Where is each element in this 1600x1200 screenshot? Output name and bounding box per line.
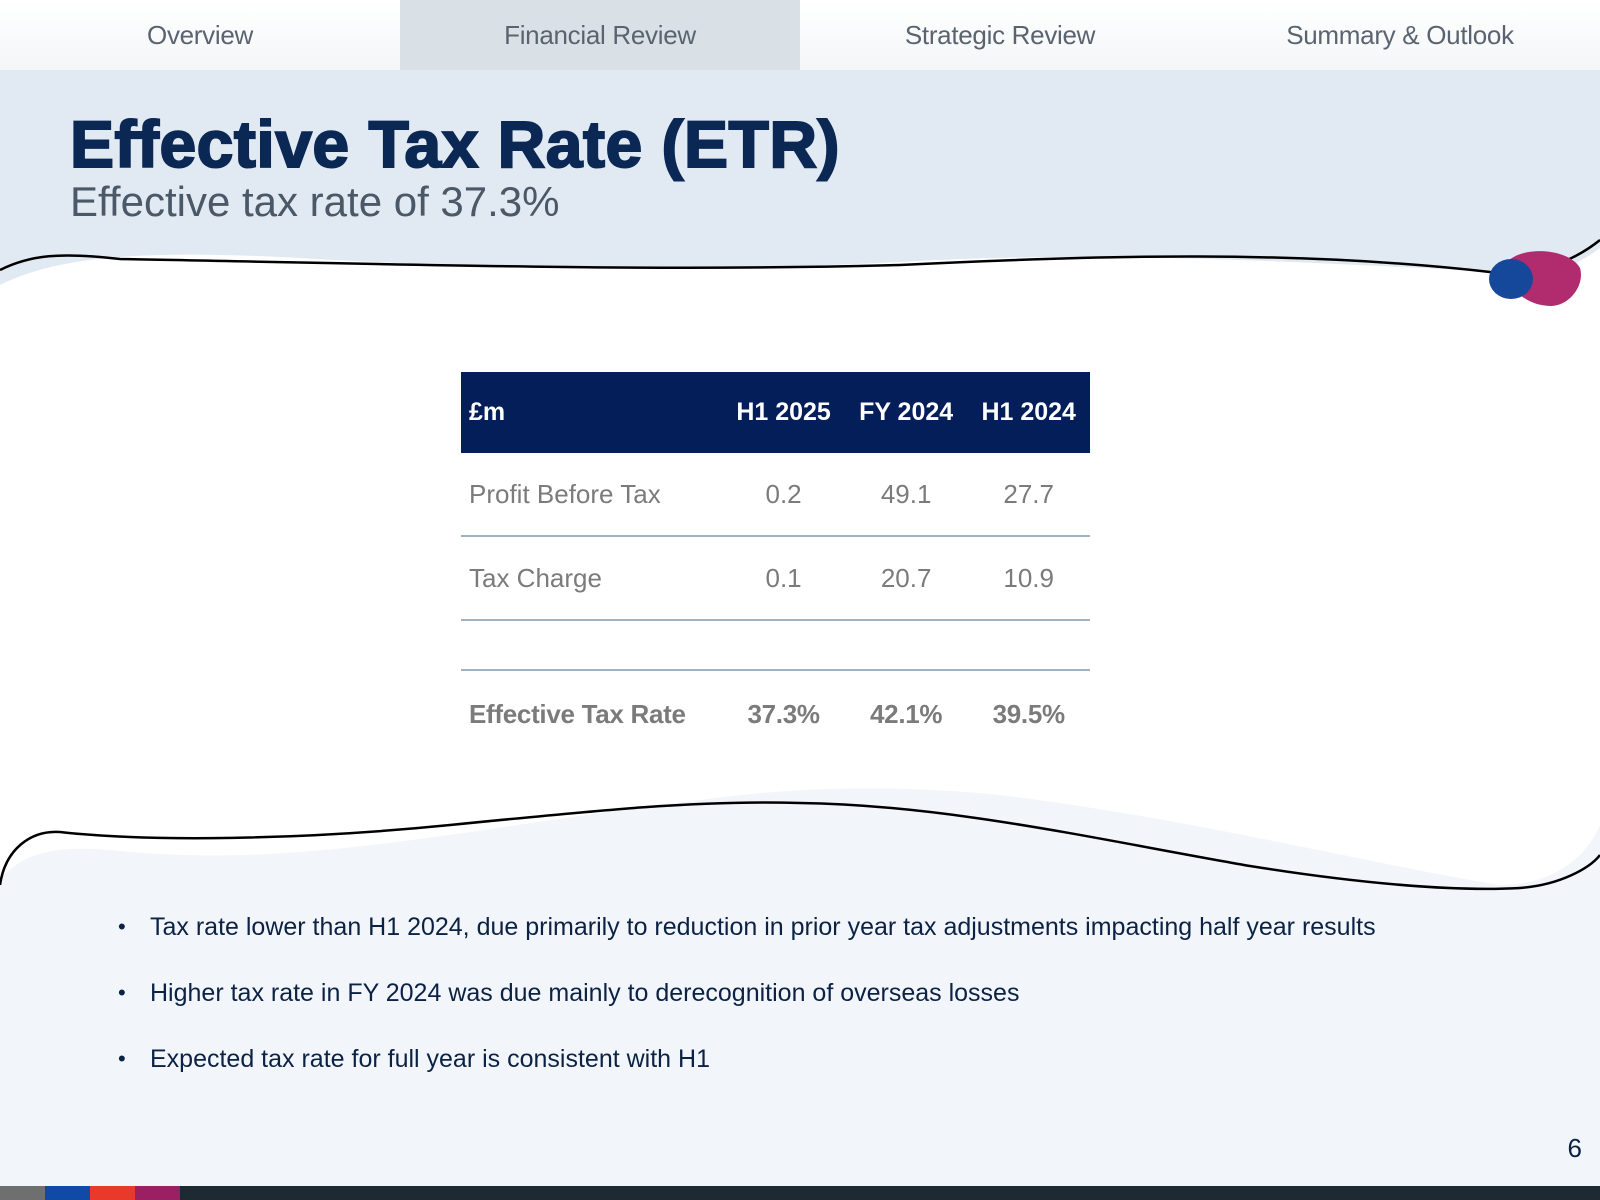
list-item: Higher tax rate in FY 2024 was due mainl… <box>118 978 1376 1044</box>
list-item: Tax rate lower than H1 2024, due primari… <box>118 912 1376 978</box>
spacer-cell <box>722 620 845 671</box>
footer-colour-bar <box>0 1186 1600 1200</box>
nav-tab-financial-review[interactable]: Financial Review <box>400 0 800 70</box>
row-value: 0.1 <box>722 536 845 621</box>
row-label: Profit Before Tax <box>461 453 723 537</box>
header-wave-line <box>0 239 1600 274</box>
footer-segment-blue <box>45 1186 90 1200</box>
commentary-list: Tax rate lower than H1 2024, due primari… <box>118 912 1376 1110</box>
page-number: 6 <box>1567 1133 1582 1163</box>
row-value: 49.1 <box>844 453 968 537</box>
footer-segment-red <box>90 1186 135 1200</box>
header-band-shape <box>0 70 1600 285</box>
spacer-cell <box>844 620 968 671</box>
spacer-cell <box>967 620 1090 671</box>
table-header-h1-2024: H1 2024 <box>981 398 1076 426</box>
table-header-h1-2025: H1 2025 <box>736 398 831 426</box>
page-subtitle: Effective tax rate of 37.3% <box>70 178 560 225</box>
total-label: Effective Tax Rate <box>469 698 686 729</box>
row-value: 27.7 <box>967 453 1090 537</box>
blue-blob <box>1489 259 1533 299</box>
row-value: 20.7 <box>844 536 968 621</box>
total-value: 37.3% <box>747 698 820 729</box>
table-row: Tax Charge 0.1 20.7 10.9 <box>461 536 1090 621</box>
footer-segment-magenta <box>135 1186 180 1200</box>
footer-segment-grey <box>0 1186 45 1200</box>
table-header-fy-2024: FY 2024 <box>859 398 954 426</box>
list-item: Expected tax rate for full year is consi… <box>118 1044 1376 1110</box>
table-spacer-row <box>461 620 1090 671</box>
top-navigation: Overview Financial Review Strategic Revi… <box>0 0 1600 70</box>
row-value: 0.2 <box>722 453 845 537</box>
table-total-row: Effective Tax Rate 37.3% 42.1% 39.5% <box>461 670 1090 757</box>
table-row: Profit Before Tax 0.2 49.1 27.7 <box>461 453 1090 537</box>
nav-tab-overview[interactable]: Overview <box>147 19 253 50</box>
etr-table: £m H1 2025 FY 2024 H1 2024 Profit Before… <box>461 372 1090 757</box>
footer-wave-line <box>0 801 1600 891</box>
table-header-currency: £m <box>469 398 506 426</box>
row-value: 10.9 <box>967 536 1090 621</box>
table-header-row: £m H1 2025 FY 2024 H1 2024 <box>461 372 1090 453</box>
spacer-cell <box>461 620 723 671</box>
nav-tab-strategic-review[interactable]: Strategic Review <box>904 19 1096 50</box>
nav-tab-summary-outlook[interactable]: Summary & Outlook <box>1286 19 1514 50</box>
page-title: Effective Tax Rate (ETR) <box>69 106 840 182</box>
total-value: 39.5% <box>992 698 1066 729</box>
row-label: Tax Charge <box>461 536 723 621</box>
total-value: 42.1% <box>870 698 943 729</box>
